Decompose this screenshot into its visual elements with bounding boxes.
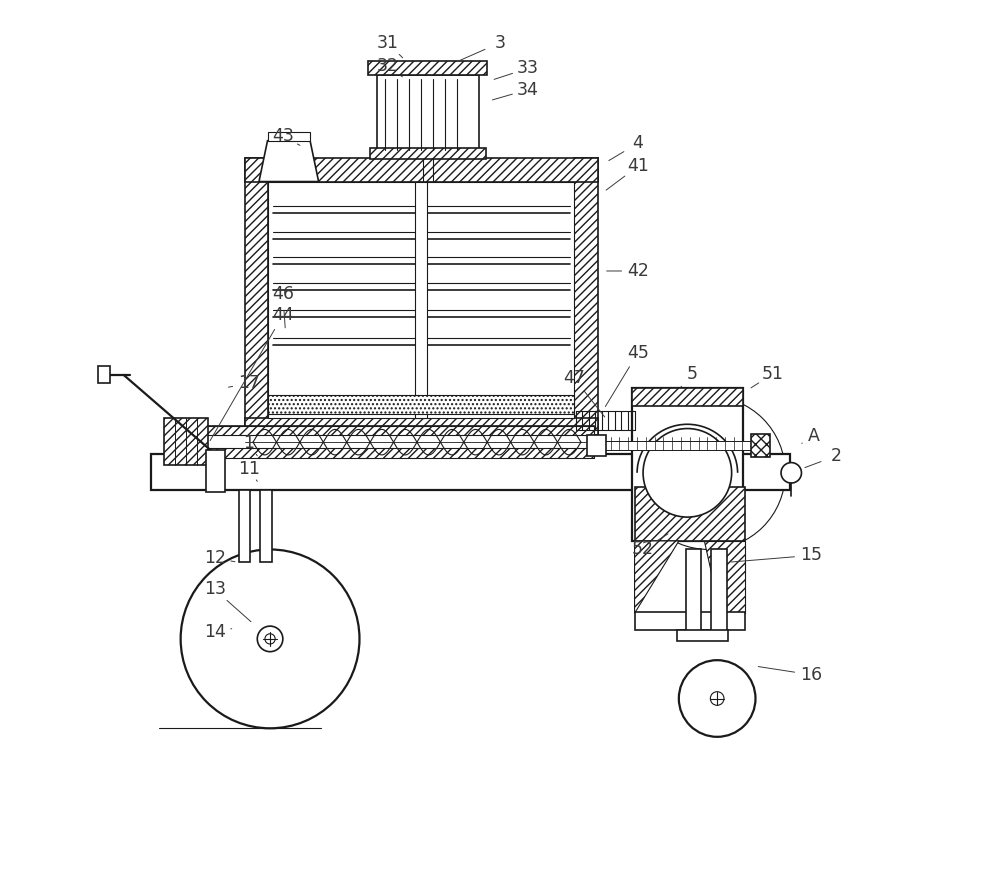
Bar <box>206 450 225 493</box>
Polygon shape <box>259 141 319 182</box>
Text: 32: 32 <box>377 56 399 75</box>
Bar <box>377 75 479 152</box>
Text: 34: 34 <box>517 81 539 98</box>
Circle shape <box>265 634 275 644</box>
Bar <box>268 132 310 141</box>
Bar <box>370 149 486 158</box>
Bar <box>268 395 574 414</box>
Bar <box>686 549 701 634</box>
Circle shape <box>710 692 724 706</box>
Bar <box>574 158 598 434</box>
Text: A: A <box>807 428 819 445</box>
Bar <box>632 388 743 541</box>
Text: 16: 16 <box>800 666 822 684</box>
Text: 4: 4 <box>633 134 643 152</box>
Text: 31: 31 <box>377 34 399 52</box>
Bar <box>602 441 755 450</box>
Circle shape <box>632 396 785 549</box>
Bar <box>677 630 728 640</box>
Circle shape <box>181 549 359 728</box>
Bar <box>415 182 427 418</box>
Bar <box>239 490 250 562</box>
Polygon shape <box>704 541 745 614</box>
Text: 47: 47 <box>563 369 585 388</box>
Text: 52: 52 <box>632 541 654 559</box>
Text: 2: 2 <box>831 447 842 465</box>
Bar <box>245 158 598 182</box>
Text: 12: 12 <box>204 549 226 567</box>
Text: 41: 41 <box>627 157 649 176</box>
Bar <box>245 158 268 434</box>
Bar <box>206 426 594 434</box>
Bar <box>151 454 790 490</box>
Bar <box>260 490 272 562</box>
Polygon shape <box>635 488 745 541</box>
Bar <box>587 435 606 456</box>
Bar <box>751 434 770 457</box>
Bar <box>368 62 487 75</box>
Bar <box>98 367 110 383</box>
Circle shape <box>643 428 732 517</box>
Bar <box>632 388 743 407</box>
Text: 15: 15 <box>800 547 822 565</box>
Circle shape <box>257 626 283 652</box>
Text: 3: 3 <box>494 34 506 52</box>
Bar <box>206 448 594 458</box>
Bar <box>635 612 745 630</box>
Bar <box>268 182 574 418</box>
Bar <box>206 426 594 458</box>
Text: 5: 5 <box>687 365 698 383</box>
Text: 44: 44 <box>272 306 294 324</box>
Text: 1: 1 <box>243 434 254 452</box>
Text: 45: 45 <box>627 344 649 362</box>
Text: 42: 42 <box>627 262 649 280</box>
Text: 33: 33 <box>517 59 539 77</box>
Circle shape <box>679 660 755 737</box>
Bar <box>245 418 598 434</box>
Text: 14: 14 <box>204 623 226 641</box>
Text: 43: 43 <box>272 128 294 145</box>
Text: 11: 11 <box>238 460 260 478</box>
Bar <box>164 418 208 465</box>
Text: 51: 51 <box>762 365 784 383</box>
Text: 17: 17 <box>238 375 260 393</box>
Text: 46: 46 <box>272 285 294 303</box>
Polygon shape <box>635 541 679 614</box>
Circle shape <box>781 462 801 483</box>
Text: 13: 13 <box>204 580 226 599</box>
Bar <box>711 549 727 634</box>
